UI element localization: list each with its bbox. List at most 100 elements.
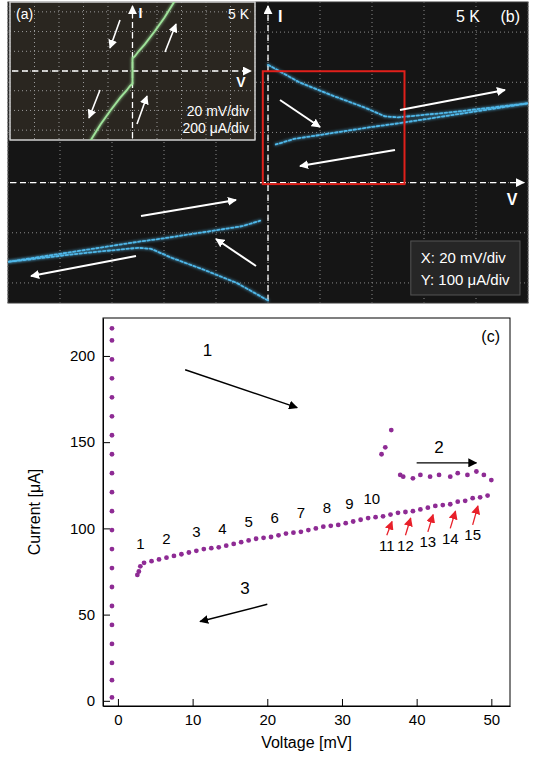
data-point [157,557,162,562]
data-point [418,473,423,478]
data-point [261,535,266,540]
panel-label: (c) [481,328,500,345]
plot-frame [10,2,255,140]
arrow [185,370,297,408]
sweep-arrow [165,24,176,52]
data-point [110,326,115,331]
tick-label: 50 [483,711,500,728]
data-point [373,515,378,520]
tick-mark [118,699,119,706]
data-point [110,547,115,552]
axis-title: V [236,74,246,90]
data-point [366,516,371,521]
grid-line [10,51,255,52]
scale-box-background [411,241,520,295]
tick-mark [103,615,110,616]
zoom-box [263,71,405,184]
annotation: 5 [244,513,252,530]
sweep-arrow [400,90,505,110]
tick-mark [491,699,492,706]
data-point [110,452,115,457]
data-point [448,502,453,507]
data-point [383,445,388,450]
sweep-arrow [89,90,100,118]
data-point [465,473,470,478]
panel-label: (a) [16,6,33,22]
annotation: 10 [364,490,381,507]
grid-line [320,2,321,303]
y-tick: 0 [87,692,110,709]
data-point [110,395,115,400]
data-point [194,548,199,553]
data-point [110,660,115,665]
sweep-arrow [137,96,147,124]
sweep-arrow [110,20,120,48]
data-point [455,471,460,476]
axis-title: Current [μA] [26,469,43,556]
data-point [246,538,251,543]
data-point [389,428,394,433]
x-tick: 0 [114,699,122,728]
traces [91,2,174,140]
scope-panel: (a)5 KIV20 mV/div200 μA/div [10,2,255,140]
x-tick: 20 [259,699,276,728]
data-point [110,678,115,683]
annotation: 3 [240,579,249,598]
data-point [381,514,386,519]
data-point [463,498,468,503]
annotation: Y: 100 μA/div [421,271,510,288]
data-point [401,474,406,479]
scale-box: X: 20 mV/divY: 100 μA/div [411,241,520,295]
data-point [110,433,115,438]
trace [267,65,269,301]
x-tick: 50 [483,699,500,728]
y-tick: 200 [70,347,110,364]
data-point [110,471,115,476]
y-tick: 50 [78,606,110,623]
data-point [110,623,115,628]
annotation: 7 [297,504,305,521]
arrow [405,518,410,535]
arrow [387,521,392,535]
data-point [388,512,393,517]
annotation: 12 [397,537,414,554]
grid-line [268,2,269,303]
data-point [110,604,115,609]
annotation: 3 [192,523,200,540]
tick-mark [103,442,110,443]
data-point [328,523,333,528]
grid [8,2,528,303]
data-point [224,543,229,548]
data-point [110,566,115,571]
tick-mark [342,699,343,706]
data-point [489,478,494,483]
zero-axis-v [10,182,524,183]
tick-mark [267,699,268,706]
data-point [313,526,318,531]
arrow [417,462,477,463]
grid-line [372,2,373,303]
annotation: 20 mV/div [187,103,249,119]
data-point [403,510,408,515]
data-point [110,338,115,343]
data-point [110,585,115,590]
data-point [239,540,244,545]
data-point [440,503,445,508]
data-point [474,469,479,474]
grid-line [10,31,255,32]
y-tick: 150 [70,433,110,450]
data-point [481,473,486,478]
annotation: 5 K [228,6,250,22]
data-point [437,473,442,478]
x-tick: 30 [334,699,351,728]
annotation: 1 [136,535,144,552]
data-point [379,452,384,457]
annotation: 200 μA/div [183,120,249,136]
annotation: 15 [464,526,481,543]
data-point [201,547,206,552]
sweep-arrow [216,239,256,266]
arrow [450,511,455,528]
arrow [428,515,433,532]
data-point [179,552,184,557]
data-point [110,642,115,647]
